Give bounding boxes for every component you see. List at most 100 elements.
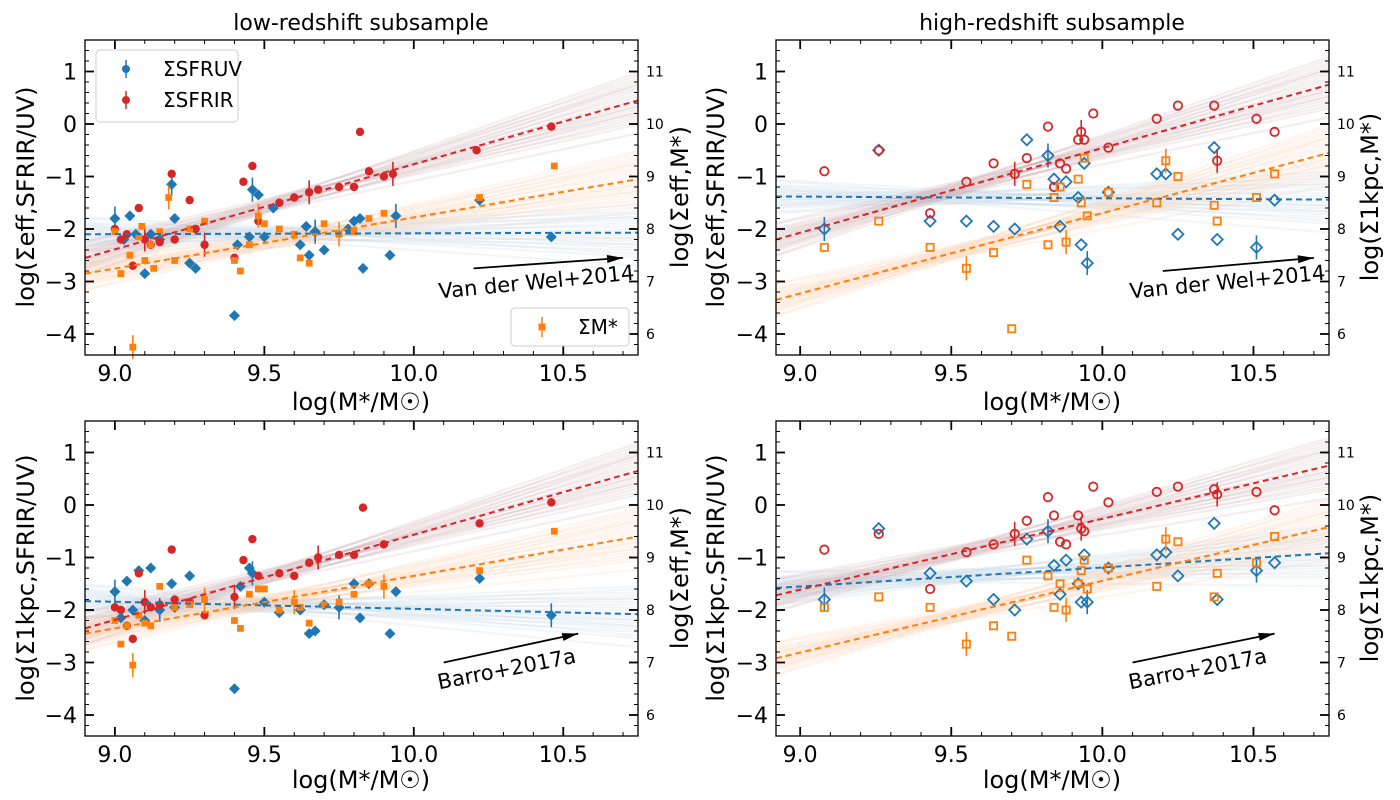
data-point xyxy=(1059,553,1073,567)
fit-sample-line xyxy=(85,491,638,614)
data-point xyxy=(961,639,971,649)
fit-sample-line xyxy=(85,190,638,258)
x-tick-label: 10.0 xyxy=(1078,743,1127,768)
panel-title: low-redshift subsample xyxy=(233,11,488,36)
data-point xyxy=(817,592,832,607)
fit-sample-line xyxy=(85,587,638,618)
data-point xyxy=(1172,100,1184,111)
plot-area: 9.0 9.5 10.0 10.5 −4 −3 −2 −1 0 1 6 7 8 9 10 11 xyxy=(45,420,664,768)
data-point xyxy=(116,235,126,244)
data-point xyxy=(1021,153,1032,164)
annotation-label: Van der Wel+2014 xyxy=(1128,261,1326,304)
y-tick-label: 1 xyxy=(63,61,77,86)
data-point xyxy=(873,145,884,156)
best-fit-line xyxy=(85,99,638,259)
data-point xyxy=(1173,537,1183,547)
data-point xyxy=(117,270,125,278)
fit-sample-line xyxy=(776,531,1329,667)
fit-sample-line xyxy=(776,124,1329,310)
legend-uv-label: ΣSFRUV xyxy=(163,57,242,81)
data-point xyxy=(254,585,262,593)
fit-sample-line xyxy=(776,194,1329,204)
data-point xyxy=(817,222,832,236)
annotation-arrowhead xyxy=(561,633,579,641)
data-point xyxy=(129,661,137,669)
data-point xyxy=(1061,237,1071,247)
fit-sample-line xyxy=(85,218,638,241)
data-point xyxy=(237,624,244,632)
data-point xyxy=(1209,200,1219,210)
data-point xyxy=(1151,113,1162,124)
data-point xyxy=(171,257,179,264)
data-point xyxy=(1022,555,1032,565)
fit-sample-line xyxy=(776,183,1329,196)
fit-sample-line xyxy=(776,184,1329,207)
y-right-tick-label: 6 xyxy=(1337,327,1346,343)
data-point xyxy=(925,242,935,252)
data-point xyxy=(201,596,208,603)
fit-sample-line xyxy=(85,105,638,248)
fit-sample-line xyxy=(776,73,1329,252)
best-fit-line xyxy=(776,195,1329,201)
fit-sample-line xyxy=(776,190,1329,210)
data-point xyxy=(1210,232,1224,247)
y-right-tick-label: 6 xyxy=(1337,708,1346,724)
fit-sample-line xyxy=(776,175,1329,293)
fit-sample-line xyxy=(776,436,1329,606)
data-point xyxy=(475,519,484,528)
fit-sample-line xyxy=(776,170,1329,207)
data-point xyxy=(140,235,149,244)
data-point xyxy=(1251,558,1261,568)
data-point xyxy=(354,612,366,624)
data-point xyxy=(959,214,974,228)
fit-sample-line xyxy=(85,193,638,265)
y-tick-label: 1 xyxy=(754,61,768,86)
data-point xyxy=(1079,153,1089,163)
data-point xyxy=(171,603,179,611)
y-tick-label: −1 xyxy=(45,547,77,572)
data-point xyxy=(1159,167,1173,181)
x-axis-label: log(M*/M☉) xyxy=(983,388,1121,416)
data-point xyxy=(294,239,306,251)
data-point xyxy=(155,237,164,247)
data-point xyxy=(1059,174,1073,189)
fit-sample-line xyxy=(776,519,1329,659)
fit-sample-line xyxy=(85,544,638,630)
fit-sample-line xyxy=(85,92,638,259)
data-point xyxy=(1207,140,1221,155)
x-tick-label: 10.0 xyxy=(389,362,438,387)
y-axis-label: log(Σ1kpc,SFRIR/UV) xyxy=(12,454,40,701)
series-open-circle xyxy=(819,100,1280,219)
fit-sample-line xyxy=(85,202,638,266)
fit-sample-line xyxy=(776,160,1329,297)
data-point xyxy=(1103,497,1114,508)
best-fit-line xyxy=(776,151,1329,301)
data-point xyxy=(156,228,164,236)
data-point xyxy=(354,213,366,224)
data-point xyxy=(246,184,258,196)
y-tick-label: −3 xyxy=(45,271,77,296)
series-open-circle xyxy=(819,481,1280,595)
data-point xyxy=(201,217,208,225)
fit-sample-line xyxy=(776,163,1329,285)
fit-sample-line xyxy=(776,469,1329,604)
y-tick-label: 0 xyxy=(754,113,768,138)
y-axis-label-right: log(Σeff,M*) xyxy=(666,126,694,268)
data-point xyxy=(1055,182,1065,192)
fit-sample-line xyxy=(776,148,1329,307)
data-point xyxy=(1073,510,1084,521)
annotation-arrowhead xyxy=(606,255,624,263)
y-right-tick-label: 8 xyxy=(1337,222,1346,238)
fit-sample-line xyxy=(85,583,638,628)
fit-sample-line xyxy=(776,107,1329,232)
data-point xyxy=(1249,240,1264,255)
data-point xyxy=(313,553,323,562)
fit-sample-line xyxy=(776,182,1329,215)
data-point xyxy=(1161,156,1171,166)
series-square xyxy=(111,162,558,360)
fit-sample-line xyxy=(776,533,1329,600)
data-point xyxy=(190,262,202,274)
data-point xyxy=(380,582,388,590)
data-point xyxy=(1207,516,1221,531)
data-point xyxy=(141,257,149,264)
